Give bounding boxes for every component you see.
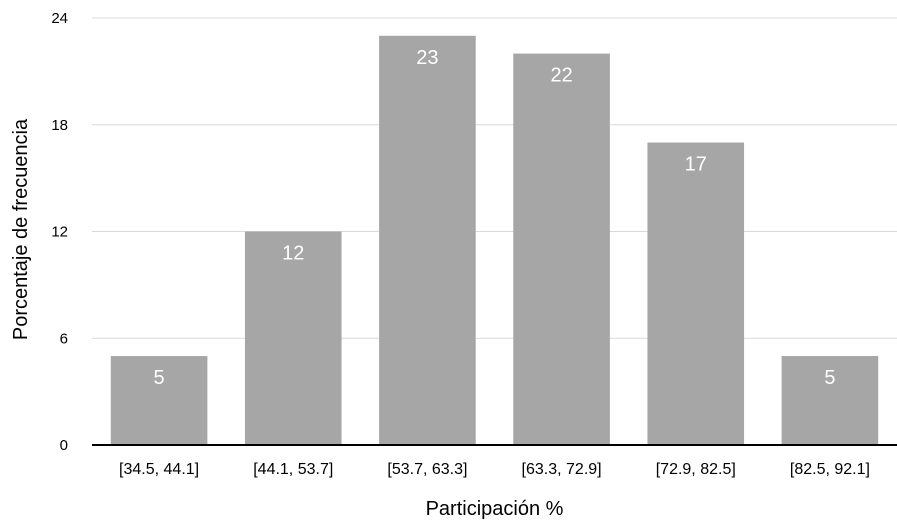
bar (244, 231, 342, 445)
x-tick-label: [82.5, 92.1] (790, 461, 870, 478)
bar (647, 142, 745, 445)
y-tick-label: 18 (51, 117, 68, 134)
x-tick-label: [53.7, 63.3] (387, 461, 467, 478)
x-tick-label: [44.1, 53.7] (253, 461, 333, 478)
y-axis-ticks: 0 6 12 18 24 (51, 10, 68, 454)
y-tick-label: 6 (60, 330, 68, 347)
bar-value-label: 5 (154, 367, 165, 389)
bar (781, 356, 879, 445)
bar-value-label: 17 (685, 154, 707, 176)
x-tick-label: [63.3, 72.9] (522, 461, 602, 478)
bar (513, 53, 610, 445)
x-axis-ticks: [34.5, 44.1] [44.1, 53.7] [53.7, 63.3] [63.… (119, 461, 870, 478)
bar-value-label: 22 (550, 65, 572, 87)
bar (379, 35, 476, 446)
bar-value-label: 5 (824, 367, 835, 389)
bar (110, 356, 208, 445)
y-axis-title: Porcentaje de frecuencia (10, 118, 32, 340)
x-tick-label: [72.9, 82.5] (656, 461, 736, 478)
y-tick-label: 0 (60, 437, 68, 454)
x-tick-label: [34.5, 44.1] (119, 461, 199, 478)
gridlines (92, 17, 897, 339)
y-tick-label: 12 (51, 224, 68, 241)
bars (110, 35, 879, 446)
bar-value-label: 12 (282, 243, 304, 265)
x-axis-title: Participación % (426, 498, 564, 520)
y-tick-label: 24 (51, 10, 68, 27)
bar-value-label: 23 (416, 47, 438, 69)
data-labels: 5 12 23 22 17 5 (154, 47, 836, 389)
